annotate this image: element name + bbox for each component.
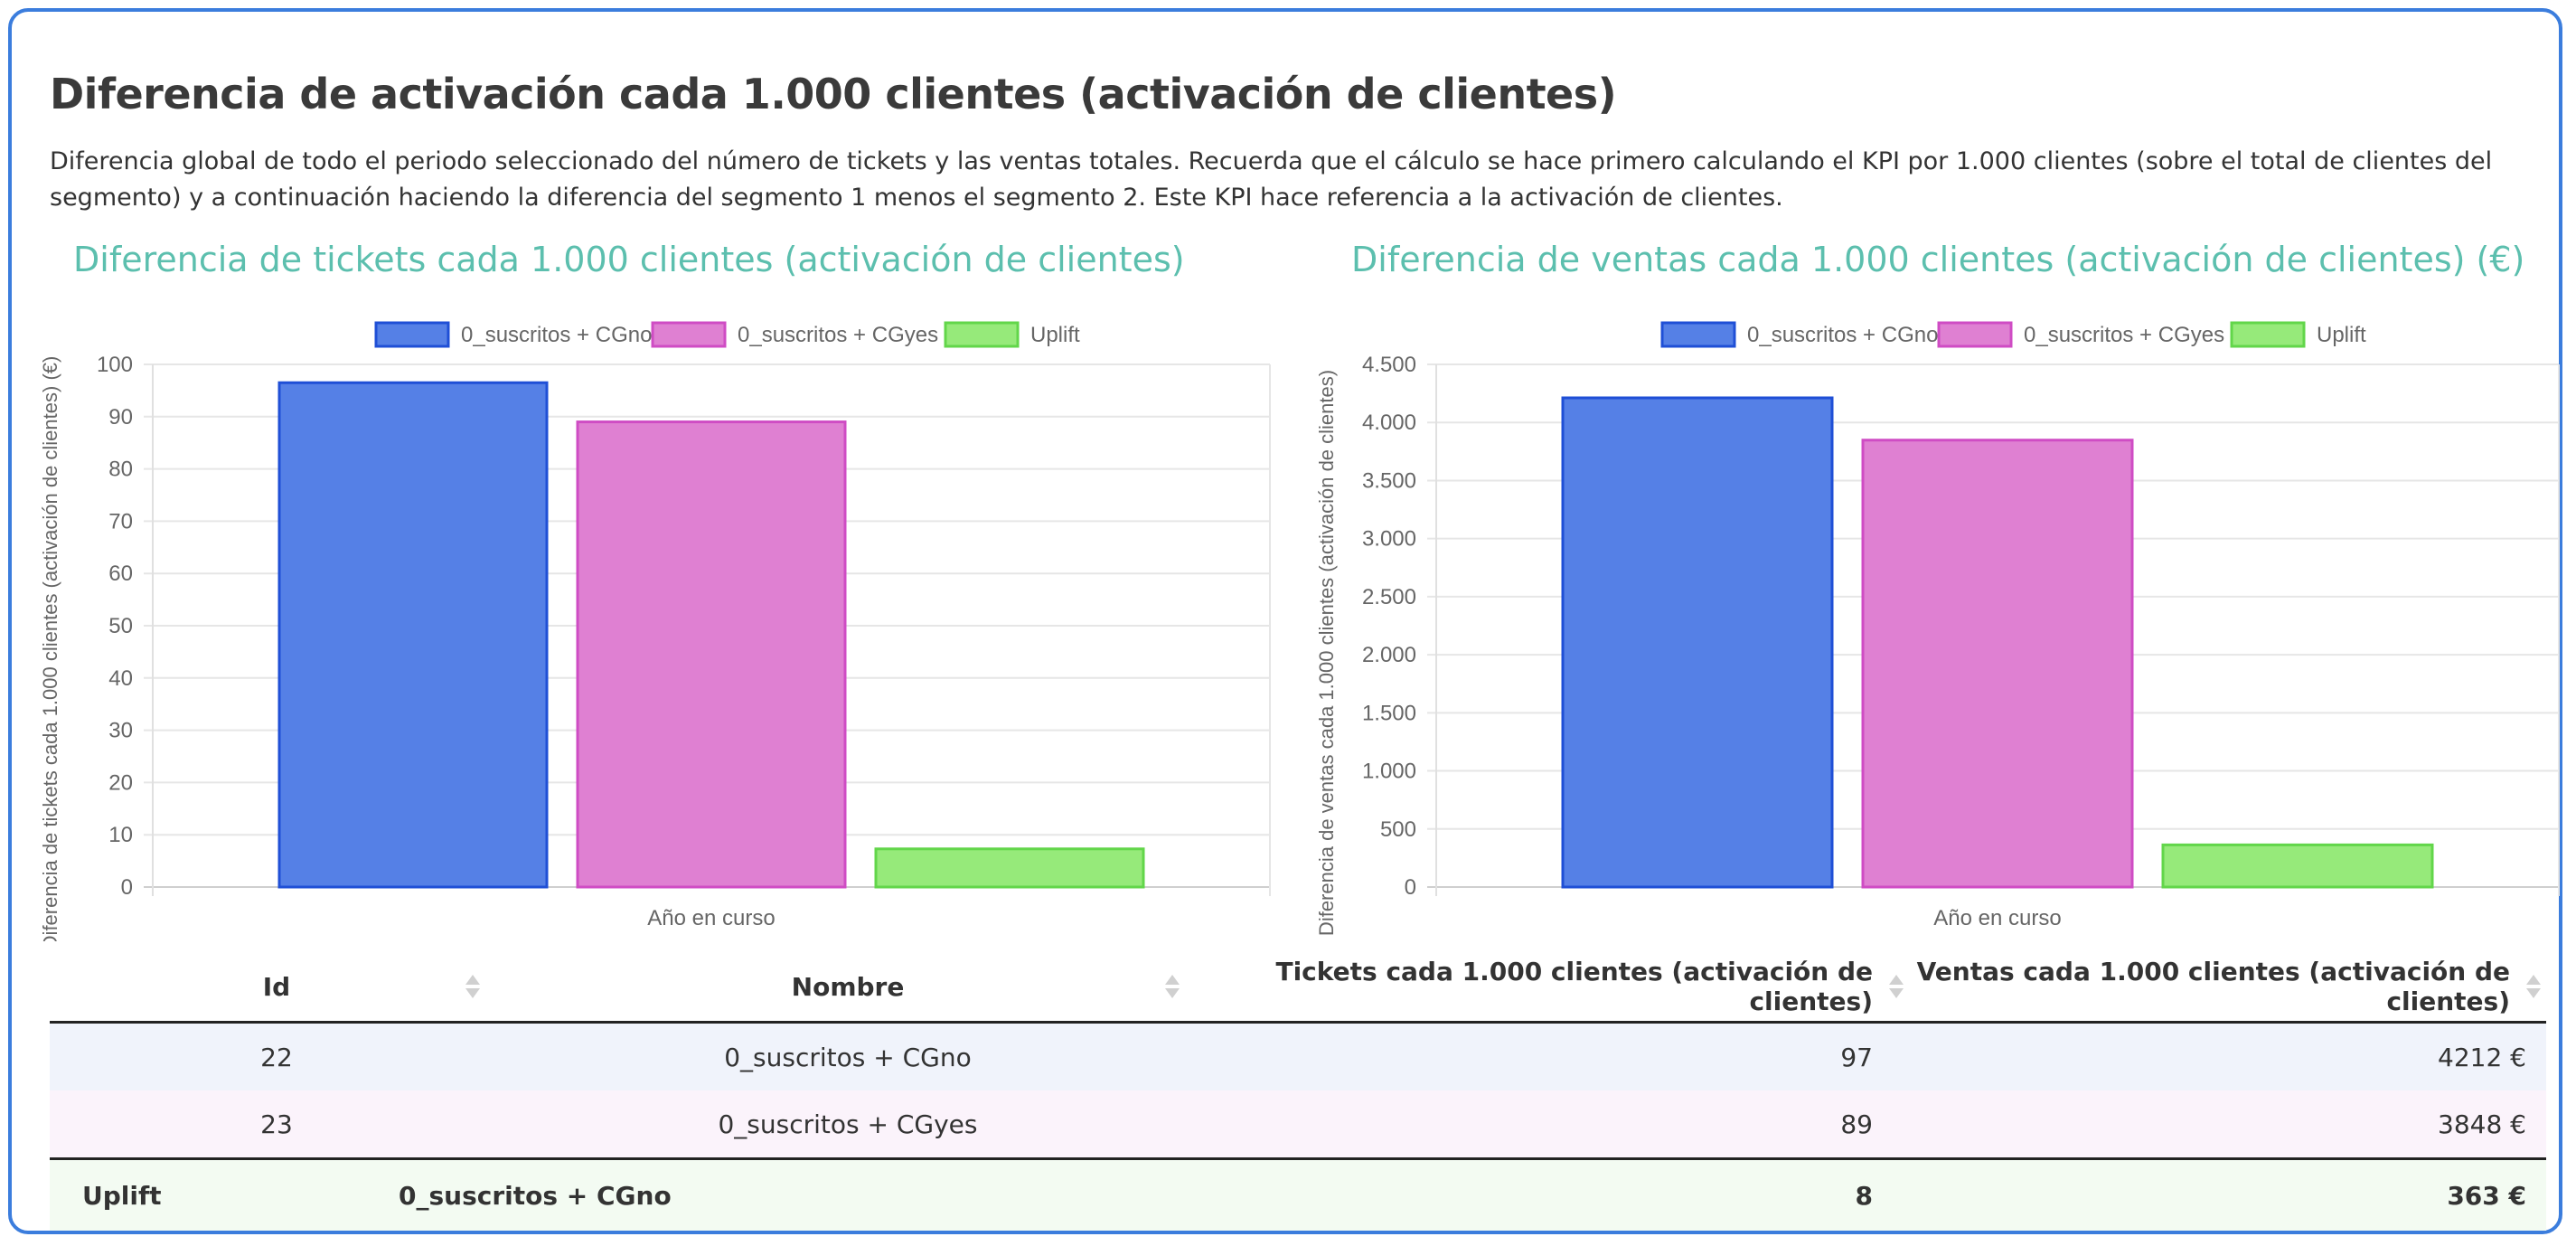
cell-nombre: 0_suscritos + CGyes (503, 1090, 1192, 1159)
cell-total-nombre: 0_suscritos + CGno (399, 1157, 1192, 1231)
y-tick-label: 0 (1405, 875, 1416, 900)
bar-0-suscritos-cgyes[interactable] (576, 420, 847, 889)
legend-label: 0_suscritos + CGno (461, 323, 652, 347)
cell-id: 22 (50, 1022, 503, 1090)
sort-icon[interactable] (1165, 973, 1180, 1000)
y-tick-label: 60 (108, 562, 133, 586)
cell-tickets: 97 (1192, 1022, 1909, 1090)
kpi-card: Diferencia de activación cada 1.000 clie… (8, 8, 2562, 1234)
y-tick-label: 500 (1380, 817, 1416, 842)
y-tick-label: 2.500 (1362, 585, 1416, 609)
y-tick-label: 1.500 (1362, 701, 1416, 725)
kpi-table: Id Nombre Tickets cada 1.000 clientes (a… (50, 952, 2546, 1231)
legend-item-uplift[interactable]: Uplift (2230, 321, 2366, 348)
sort-icon[interactable] (1889, 973, 1904, 1000)
legend-item-0-suscritos-cgyes[interactable]: 0_suscritos + CGyes (651, 321, 938, 348)
y-tick-label: 20 (108, 770, 133, 795)
legend-label: 0_suscritos + CGyes (2024, 323, 2224, 347)
col-header-nombre-label: Nombre (791, 971, 905, 1002)
bar-uplift[interactable] (874, 847, 1145, 889)
sales-chart-title: Diferencia de ventas cada 1.000 clientes… (1351, 240, 2525, 279)
legend-swatch (1937, 321, 2013, 348)
cell-ventas: 3848 € (1909, 1090, 2546, 1159)
cell-total-id: Uplift (50, 1157, 503, 1231)
cell-nombre: 0_suscritos + CGno (503, 1022, 1192, 1090)
legend-label: 0_suscritos + CGno (1747, 323, 1938, 347)
legend-item-0-suscritos-cgno[interactable]: 0_suscritos + CGno (1660, 321, 1938, 348)
table-row[interactable]: 22 0_suscritos + CGno 97 4212 € (50, 1022, 2546, 1090)
col-header-ventas[interactable]: Ventas cada 1.000 clientes (activación d… (1909, 952, 2546, 1024)
y-tick-label: 70 (108, 509, 133, 533)
col-header-id[interactable]: Id (50, 952, 503, 1024)
bar-0-suscritos-cgno[interactable] (277, 381, 549, 889)
cell-total-ventas: 363 € (1909, 1157, 2546, 1231)
legend-swatch (374, 321, 450, 348)
y-tick-label: 3.000 (1362, 527, 1416, 552)
y-tick-label: 50 (108, 614, 133, 638)
sales-chart: 0 500 1.000 1.500 2.000 2.500 3.000 3.500 4.000 4… (1315, 321, 2560, 936)
y-tick-label: 10 (108, 823, 133, 847)
bar-uplift[interactable] (2161, 843, 2434, 889)
y-tick-label: 4.500 (1362, 353, 1416, 377)
x-tick-label: Año en curso (1933, 906, 2061, 930)
cell-ventas: 4212 € (1909, 1022, 2546, 1090)
legend-item-uplift[interactable]: Uplift (944, 321, 1080, 348)
y-axis-title: Diferencia de tickets cada 1.000 cliente… (39, 356, 61, 941)
cell-total-nombre-label: 0_suscritos + CGno (399, 1180, 672, 1211)
x-tick-label: Año en curso (647, 906, 775, 930)
tickets-chart-title: Diferencia de tickets cada 1.000 cliente… (73, 240, 1185, 279)
y-tick-label: 40 (108, 666, 133, 691)
legend-label: Uplift (1030, 323, 1080, 347)
y-axis-title: Diferencia de ventas cada 1.000 clientes… (1315, 370, 1338, 936)
y-tick-label: 30 (108, 719, 133, 743)
bar-0-suscritos-cgyes[interactable] (1861, 439, 2134, 889)
cell-total-tickets: 8 (1192, 1157, 1909, 1231)
cell-tickets: 89 (1192, 1090, 1909, 1159)
col-header-tickets-label: Tickets cada 1.000 clientes (activación … (1275, 957, 1873, 1016)
page-description: Diferencia global de todo el periodo sel… (50, 147, 2493, 212)
col-header-id-label: Id (262, 971, 291, 1002)
table-total-row[interactable]: Uplift 0_suscritos + CGno 8 363 € (50, 1157, 2546, 1231)
sort-icon[interactable] (2526, 973, 2541, 1000)
table-row[interactable]: 23 0_suscritos + CGyes 89 3848 € (50, 1090, 2546, 1159)
col-header-tickets[interactable]: Tickets cada 1.000 clientes (activación … (1192, 952, 1909, 1024)
legend-swatch (1660, 321, 1736, 348)
legend-label: 0_suscritos + CGyes (738, 323, 938, 347)
y-tick-label: 4.000 (1362, 411, 1416, 435)
legend-label: Uplift (2317, 323, 2366, 347)
y-tick-label: 0 (121, 875, 133, 900)
bar-0-suscritos-cgno[interactable] (1561, 396, 1834, 889)
legend-item-0-suscritos-cgyes[interactable]: 0_suscritos + CGyes (1937, 321, 2224, 348)
legend-swatch (2230, 321, 2306, 348)
table-header-row: Id Nombre Tickets cada 1.000 clientes (a… (50, 952, 2546, 1024)
cell-id: 23 (50, 1090, 503, 1159)
y-tick-label: 100 (97, 353, 133, 377)
y-tick-label: 80 (108, 458, 133, 482)
y-tick-label: 3.500 (1362, 468, 1416, 493)
y-tick-label: 90 (108, 405, 133, 429)
legend-swatch (944, 321, 1020, 348)
page-title: Diferencia de activación cada 1.000 clie… (50, 70, 1617, 118)
legend-item-0-suscritos-cgno[interactable]: 0_suscritos + CGno (374, 321, 652, 348)
y-tick-label: 1.000 (1362, 760, 1416, 784)
col-header-nombre[interactable]: Nombre (503, 952, 1192, 1024)
legend-swatch (651, 321, 727, 348)
sort-icon[interactable] (465, 973, 480, 1000)
col-header-ventas-label: Ventas cada 1.000 clientes (activación d… (1916, 957, 2510, 1016)
tickets-chart: 0 10 20 30 40 50 60 70 80 90 100 Año en curso Difere… (39, 321, 1271, 941)
y-tick-label: 2.000 (1362, 643, 1416, 667)
